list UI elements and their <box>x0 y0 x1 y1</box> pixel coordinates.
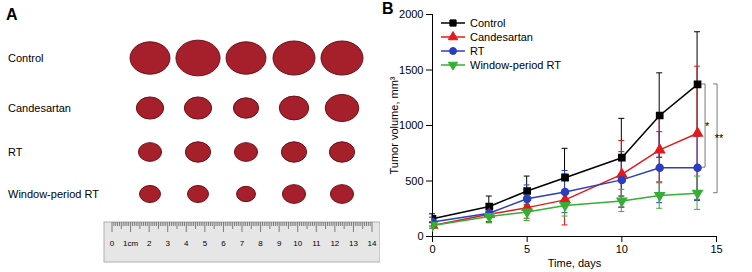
svg-text:15: 15 <box>710 243 722 255</box>
svg-text:Tumor volume, mm³: Tumor volume, mm³ <box>388 76 400 174</box>
svg-text:RT: RT <box>8 146 23 158</box>
svg-text:7: 7 <box>240 239 245 248</box>
html-text:B: B <box>382 0 394 17</box>
svg-text:A: A <box>6 6 18 23</box>
svg-text:12: 12 <box>330 239 339 248</box>
svg-text:1500: 1500 <box>399 64 423 76</box>
svg-text:0: 0 <box>429 243 435 255</box>
html-text:RT: RT <box>470 45 485 57</box>
svg-text:10: 10 <box>616 243 628 255</box>
svg-text:500: 500 <box>405 175 423 187</box>
svg-text:**: ** <box>715 132 724 144</box>
svg-text:Time, days: Time, days <box>548 257 602 269</box>
svg-text:0: 0 <box>417 230 423 242</box>
html-text:Candesartan: Candesartan <box>470 31 533 43</box>
svg-text:13: 13 <box>349 239 358 248</box>
svg-text:4: 4 <box>184 239 189 248</box>
svg-text:11: 11 <box>312 239 321 248</box>
svg-text:6: 6 <box>221 239 226 248</box>
html-text:Window-period RT: Window-period RT <box>470 59 561 71</box>
svg-text:*: * <box>705 120 710 132</box>
svg-text:Control: Control <box>8 52 43 64</box>
svg-text:10: 10 <box>293 239 302 248</box>
svg-text:1000: 1000 <box>399 119 423 131</box>
svg-text:9: 9 <box>277 239 282 248</box>
svg-text:Candesartan: Candesartan <box>8 102 71 114</box>
svg-text:0: 0 <box>110 239 115 248</box>
svg-text:14: 14 <box>368 239 377 248</box>
svg-text:2: 2 <box>147 239 152 248</box>
svg-text:Window-period RT: Window-period RT <box>8 188 99 200</box>
svg-text:3: 3 <box>165 239 170 248</box>
svg-text:5: 5 <box>203 239 208 248</box>
html-text:Control: Control <box>470 17 506 29</box>
svg-text:8: 8 <box>258 239 263 248</box>
svg-text:1cm: 1cm <box>123 239 138 248</box>
svg-text:5: 5 <box>524 243 530 255</box>
svg-text:2000: 2000 <box>399 8 423 20</box>
